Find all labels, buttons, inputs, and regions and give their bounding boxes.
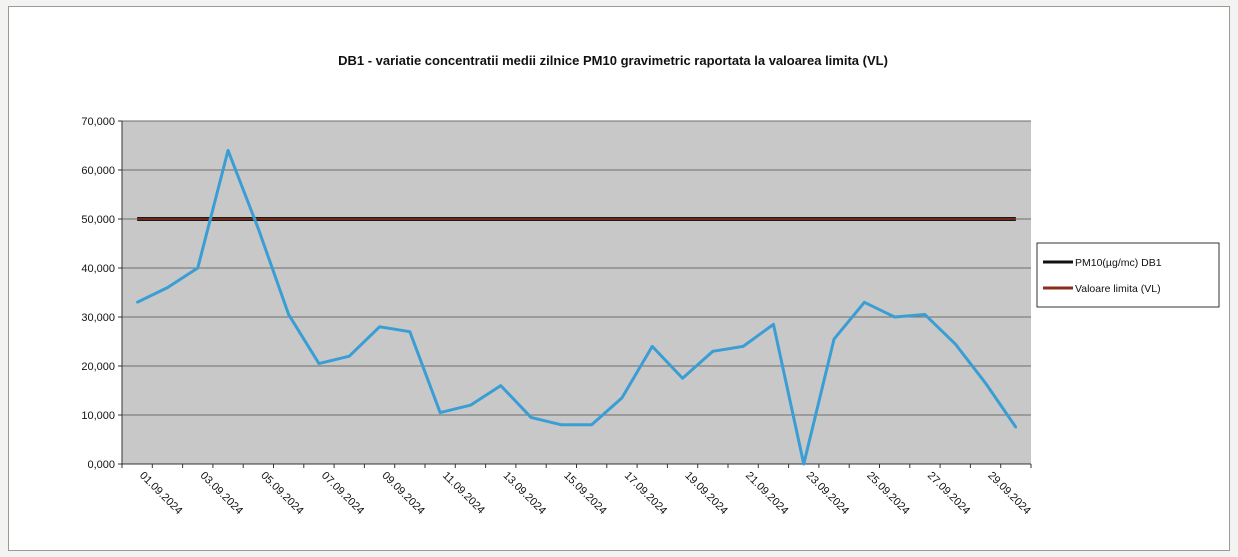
data-point-pm10 bbox=[590, 424, 592, 426]
legend: PM10(µg/mc) DB1 Valoare limita (VL) bbox=[1037, 243, 1219, 307]
legend-box bbox=[1037, 243, 1219, 307]
x-tick-label: 01.09.2024 bbox=[137, 470, 184, 517]
x-tick-label: 25.09.2024 bbox=[864, 470, 911, 517]
data-point-pm10 bbox=[803, 463, 805, 465]
y-tick-label: 30,000 bbox=[81, 312, 115, 324]
data-point-pm10 bbox=[833, 338, 835, 340]
x-tick-label: 27.09.2024 bbox=[925, 470, 972, 517]
chart-frame: DB1 - variatie concentratii medii zilnic… bbox=[8, 6, 1230, 551]
legend-label: Valoare limita (VL) bbox=[1075, 283, 1161, 295]
x-tick-label: 19.09.2024 bbox=[682, 470, 729, 517]
data-point-pm10 bbox=[469, 404, 471, 406]
data-point-pm10 bbox=[500, 384, 502, 386]
chart-title: DB1 - variatie concentratii medii zilnic… bbox=[338, 53, 888, 68]
x-tick-label: 13.09.2024 bbox=[501, 470, 548, 517]
data-point-pm10 bbox=[257, 228, 259, 230]
x-tick-label: 23.09.2024 bbox=[804, 470, 851, 517]
x-tick-label: 05.09.2024 bbox=[258, 470, 305, 517]
data-point-pm10 bbox=[621, 397, 623, 399]
data-point-pm10 bbox=[984, 382, 986, 384]
x-tick-label: 03.09.2024 bbox=[198, 470, 245, 517]
x-tick-label: 11.09.2024 bbox=[440, 470, 487, 517]
data-point-pm10 bbox=[439, 411, 441, 413]
data-point-pm10 bbox=[348, 355, 350, 357]
data-point-pm10 bbox=[287, 313, 289, 315]
plot-background bbox=[122, 121, 1031, 464]
data-point-pm10 bbox=[378, 326, 380, 328]
x-tick-label: 17.09.2024 bbox=[622, 470, 669, 517]
x-tick-label: 15.09.2024 bbox=[561, 470, 608, 517]
chart: DB1 - variatie concentratii medii zilnic… bbox=[9, 7, 1231, 552]
x-tick-label: 21.09.2024 bbox=[743, 470, 790, 517]
data-point-pm10 bbox=[227, 149, 229, 151]
data-point-pm10 bbox=[924, 313, 926, 315]
data-point-pm10 bbox=[530, 416, 532, 418]
x-tick-label: 09.09.2024 bbox=[379, 470, 426, 517]
data-point-pm10 bbox=[954, 343, 956, 345]
data-point-pm10 bbox=[136, 301, 138, 303]
data-point-pm10 bbox=[681, 377, 683, 379]
data-point-pm10 bbox=[742, 345, 744, 347]
data-point-pm10 bbox=[560, 424, 562, 426]
y-tick-label: 50,000 bbox=[81, 214, 115, 226]
plot-area: 0,000 10,000 20,000 30,000 40,000 50,000 60,00… bbox=[81, 116, 1033, 517]
y-tick-label: 20,000 bbox=[81, 361, 115, 373]
legend-label: PM10(µg/mc) DB1 bbox=[1075, 257, 1162, 269]
x-tick-label: 07.09.2024 bbox=[319, 470, 366, 517]
data-point-pm10 bbox=[863, 301, 865, 303]
data-point-pm10 bbox=[712, 350, 714, 352]
y-tick-label: 60,000 bbox=[81, 165, 115, 177]
data-point-pm10 bbox=[166, 286, 168, 288]
data-point-pm10 bbox=[318, 362, 320, 364]
data-point-pm10 bbox=[409, 331, 411, 333]
data-point-pm10 bbox=[1015, 426, 1017, 428]
data-point-pm10 bbox=[893, 316, 895, 318]
y-tick-label: 40,000 bbox=[81, 263, 115, 275]
x-tick-label: 29.09.2024 bbox=[985, 470, 1032, 517]
y-tick-label: 0,000 bbox=[87, 459, 115, 471]
y-tick-label: 10,000 bbox=[81, 410, 115, 422]
data-point-pm10 bbox=[772, 323, 774, 325]
data-point-pm10 bbox=[197, 267, 199, 269]
data-point-pm10 bbox=[651, 345, 653, 347]
y-tick-label: 70,000 bbox=[81, 116, 115, 128]
